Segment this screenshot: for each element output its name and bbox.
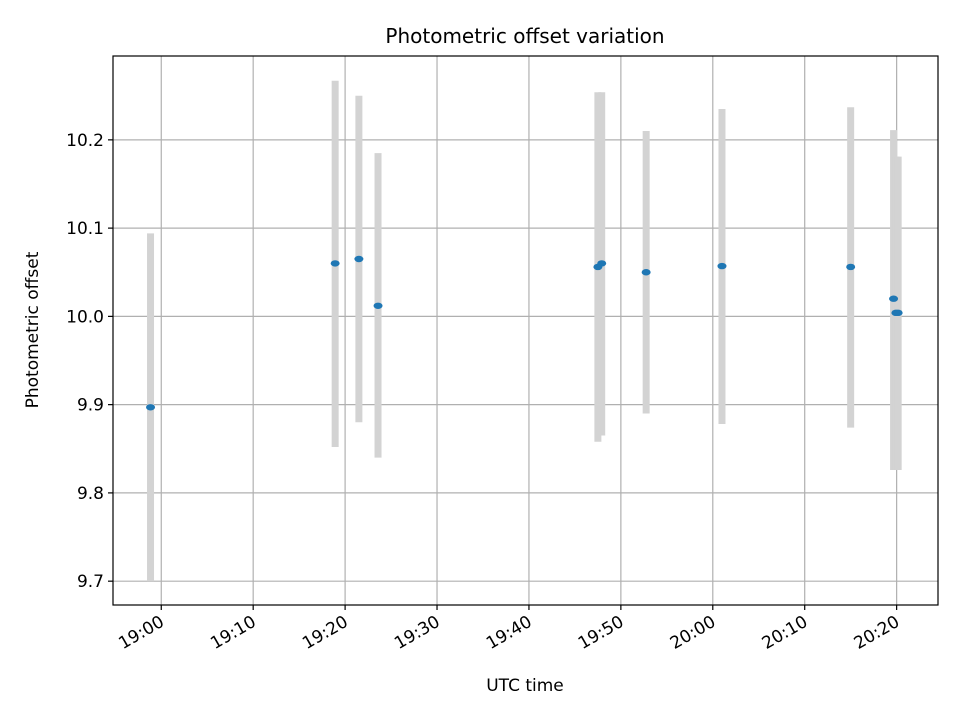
y-tick-label: 9.8 (77, 484, 104, 504)
x-axis-label: UTC time (486, 676, 564, 696)
data-point (846, 263, 856, 271)
data-point (641, 269, 651, 276)
data-point (330, 260, 340, 267)
y-tick-label: 9.9 (77, 396, 104, 416)
data-point (893, 309, 903, 317)
data-points (146, 255, 903, 411)
data-point (597, 260, 607, 267)
y-tick-label: 10.1 (66, 219, 104, 239)
data-point (717, 262, 727, 270)
data-point (373, 302, 383, 309)
y-axis-label: Photometric offset (23, 251, 43, 408)
data-point (889, 295, 899, 302)
y-tick-label: 10.2 (66, 131, 104, 151)
y-tick-label: 9.7 (77, 572, 104, 592)
axis-ticks (108, 139, 898, 610)
data-point (146, 404, 156, 411)
y-tick-labels: 9.7 9.8 9.9 10.0 10.1 10.2 (66, 131, 104, 592)
data-point (354, 255, 364, 263)
plot-frame (112, 55, 939, 606)
plot-area (113, 56, 938, 605)
chart-title: Photometric offset variation (385, 24, 664, 48)
y-tick-label: 10.0 (66, 307, 104, 327)
